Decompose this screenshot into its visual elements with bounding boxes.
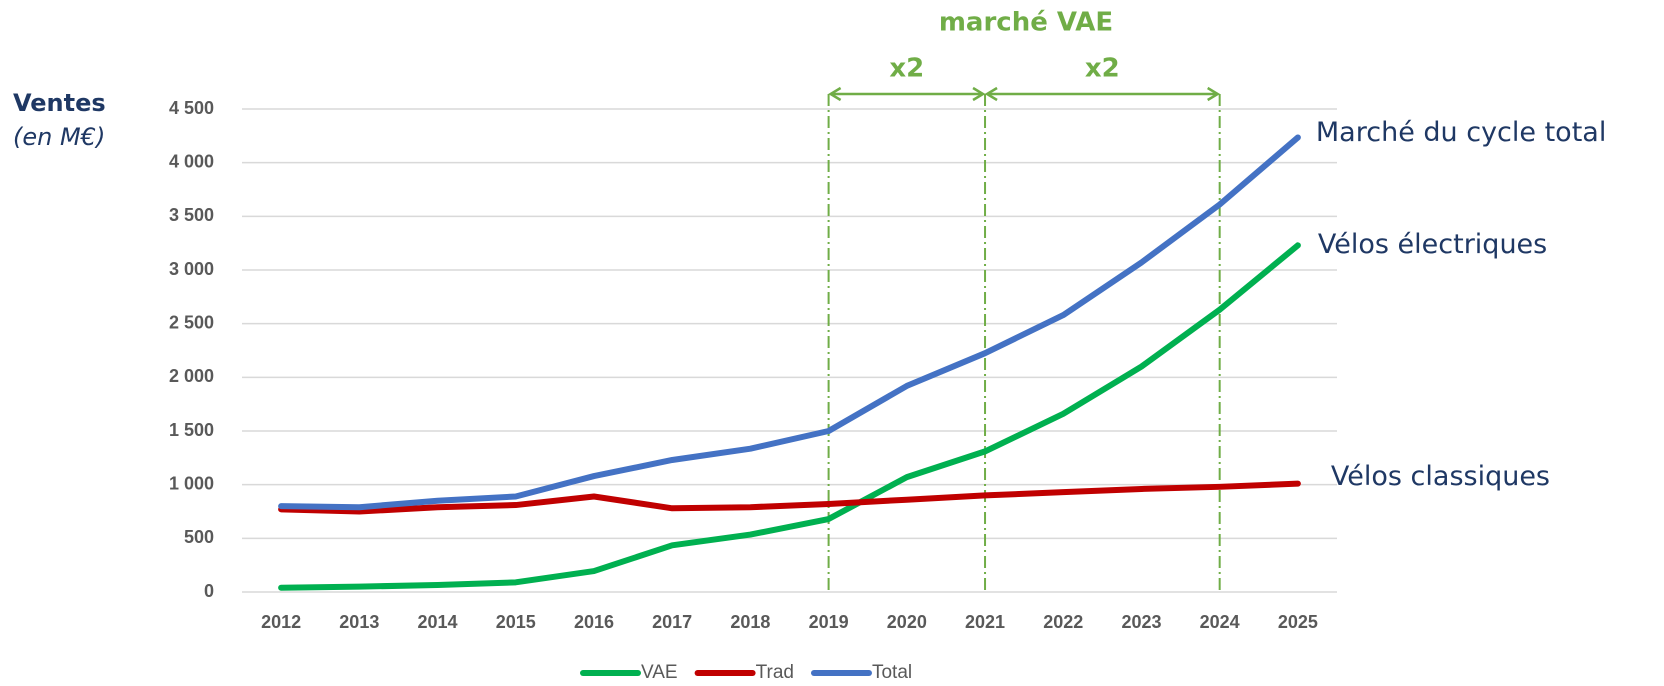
- y-tick-label: 0: [204, 581, 214, 601]
- annotation-label: x2: [1085, 54, 1120, 84]
- arrow-head: [984, 86, 998, 102]
- x-tick-label: 2024: [1200, 612, 1240, 632]
- x-tick-label: 2023: [1121, 612, 1161, 632]
- line-series: [278, 480, 1301, 515]
- legend-label: Trad: [756, 662, 794, 683]
- x-tick-label: 2015: [496, 612, 536, 632]
- arrow-head: [972, 86, 986, 102]
- series-end-label: Vélos électriques: [1318, 229, 1547, 260]
- x-tick-label: 2020: [887, 612, 927, 632]
- x-tick-label: 2018: [730, 612, 770, 632]
- arrow-head: [828, 86, 842, 102]
- legend-label: VAE: [641, 662, 678, 683]
- x-tick-label: 2014: [418, 612, 458, 632]
- x-tick-label: 2012: [261, 612, 301, 632]
- x-tick-label: 2013: [339, 612, 379, 632]
- y-tick-label: 4 000: [169, 151, 214, 171]
- y-tick-label: 500: [184, 527, 214, 547]
- y-axis-label: Ventes: [13, 89, 106, 117]
- x-tick-label: 2022: [1043, 612, 1083, 632]
- x-tick-label: 2025: [1278, 612, 1318, 632]
- y-tick-label: 4 500: [169, 98, 214, 118]
- line-series: [278, 242, 1301, 591]
- arrow-head: [1207, 86, 1221, 102]
- series-end-label: Marché du cycle total: [1316, 117, 1606, 148]
- x-tick-label: 2021: [965, 612, 1005, 632]
- y-tick-label: 3 000: [169, 259, 214, 279]
- x-tick-label: 2019: [809, 612, 849, 632]
- y-tick-label: 2 000: [169, 366, 214, 386]
- series-end-label: Vélos classiques: [1331, 461, 1550, 492]
- y-tick-label: 3 500: [169, 205, 214, 225]
- x-tick-label: 2017: [652, 612, 692, 632]
- y-axis-unit: (en M€): [13, 123, 105, 151]
- x-tick-label: 2016: [574, 612, 614, 632]
- y-tick-label: 2 500: [169, 312, 214, 332]
- y-tick-label: 1 500: [169, 420, 214, 440]
- annotation-label: x2: [889, 54, 924, 84]
- legend-label: Total: [872, 662, 912, 683]
- y-tick-label: 1 000: [169, 473, 214, 493]
- line-series: [278, 134, 1301, 511]
- annotation-title: marché VAE: [939, 8, 1113, 38]
